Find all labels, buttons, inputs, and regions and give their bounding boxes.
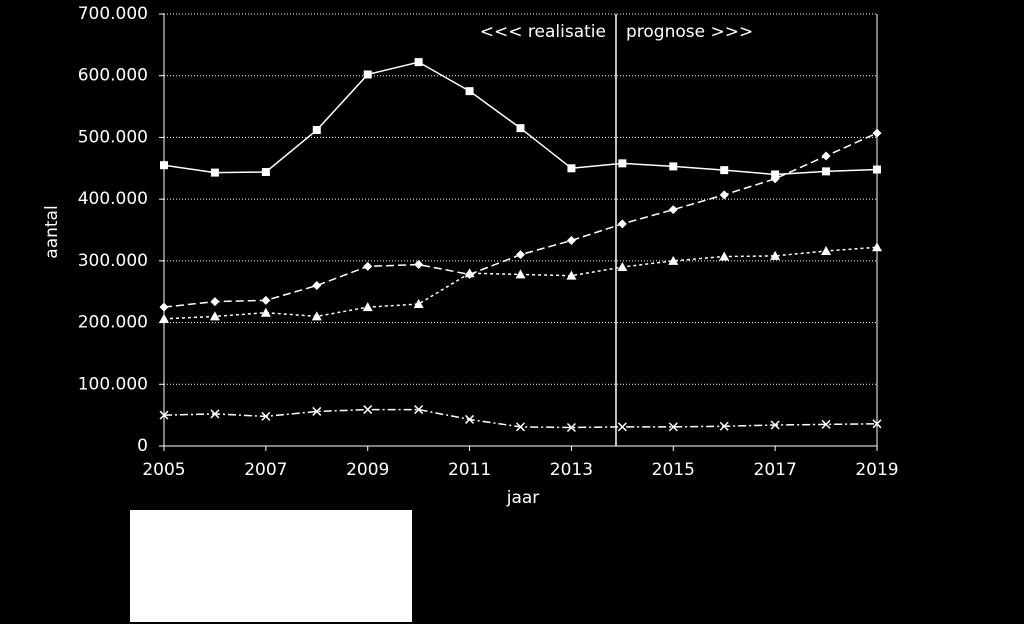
marker [465, 87, 474, 96]
marker [617, 262, 628, 272]
y-tick-label: 700.000 [78, 4, 148, 24]
marker [312, 406, 322, 416]
x-tick-label: 2011 [448, 460, 491, 480]
marker [363, 70, 372, 79]
marker [465, 414, 475, 424]
marker [414, 58, 423, 67]
marker [668, 205, 678, 215]
marker [414, 260, 424, 270]
marker [719, 190, 729, 200]
y-tick-label: 400.000 [78, 189, 148, 209]
marker [618, 159, 627, 168]
marker [210, 297, 220, 307]
x-tick-label: 2019 [855, 460, 898, 480]
y-tick-label: 500.000 [78, 127, 148, 147]
marker [312, 281, 322, 291]
marker [515, 422, 526, 432]
legend-box [130, 510, 412, 622]
marker [617, 422, 627, 432]
marker [363, 405, 373, 415]
marker [872, 242, 882, 252]
marker [872, 419, 882, 429]
x-tick-label: 2017 [754, 460, 797, 480]
marker [669, 162, 678, 171]
line [163, 132, 878, 308]
marker [159, 313, 169, 323]
marker [210, 168, 219, 177]
x-tick-label: 2013 [550, 460, 593, 480]
marker [821, 419, 831, 429]
marker [159, 410, 169, 420]
x-tick-label: 2005 [142, 460, 185, 480]
marker [413, 299, 424, 309]
marker [414, 405, 424, 415]
marker [770, 174, 780, 184]
marker [719, 421, 729, 431]
marker [260, 307, 271, 317]
x-tick-label: 2007 [244, 460, 287, 480]
annotation: <<< realisatie [480, 22, 606, 42]
marker [363, 261, 373, 271]
marker [770, 250, 781, 260]
marker [566, 235, 576, 245]
marker [873, 165, 881, 174]
y-tick-label: 0 [137, 436, 148, 456]
marker [668, 422, 678, 432]
marker [160, 161, 168, 170]
marker [210, 409, 220, 419]
annotation: prognose >>> [626, 22, 753, 42]
y-tick-label: 600.000 [78, 66, 148, 86]
marker [821, 151, 831, 161]
marker [209, 311, 220, 321]
marker [312, 126, 321, 135]
line [163, 61, 878, 176]
marker [515, 269, 526, 279]
x-tick-label: 2015 [652, 460, 695, 480]
marker [720, 166, 729, 175]
marker [159, 302, 169, 312]
marker [464, 268, 475, 278]
y-tick-label: 300.000 [78, 251, 148, 271]
x-axis-label: jaar [506, 488, 540, 508]
line [163, 408, 878, 429]
marker [719, 251, 730, 261]
x-tick-label: 2009 [346, 460, 389, 480]
marker [821, 245, 832, 255]
marker [617, 219, 627, 229]
marker [516, 250, 525, 260]
marker [362, 302, 373, 312]
marker [668, 255, 679, 265]
marker [822, 167, 831, 176]
marker [261, 167, 270, 176]
marker [770, 420, 780, 430]
marker [516, 124, 525, 133]
marker [261, 295, 271, 305]
marker [566, 422, 576, 433]
marker [566, 270, 577, 280]
marker [311, 311, 322, 321]
marker [567, 164, 576, 173]
marker [872, 128, 882, 138]
y-tick-label: 100.000 [78, 374, 148, 394]
y-axis-label: aantal [42, 205, 62, 258]
marker [261, 411, 271, 421]
y-tick-label: 200.000 [78, 313, 148, 333]
